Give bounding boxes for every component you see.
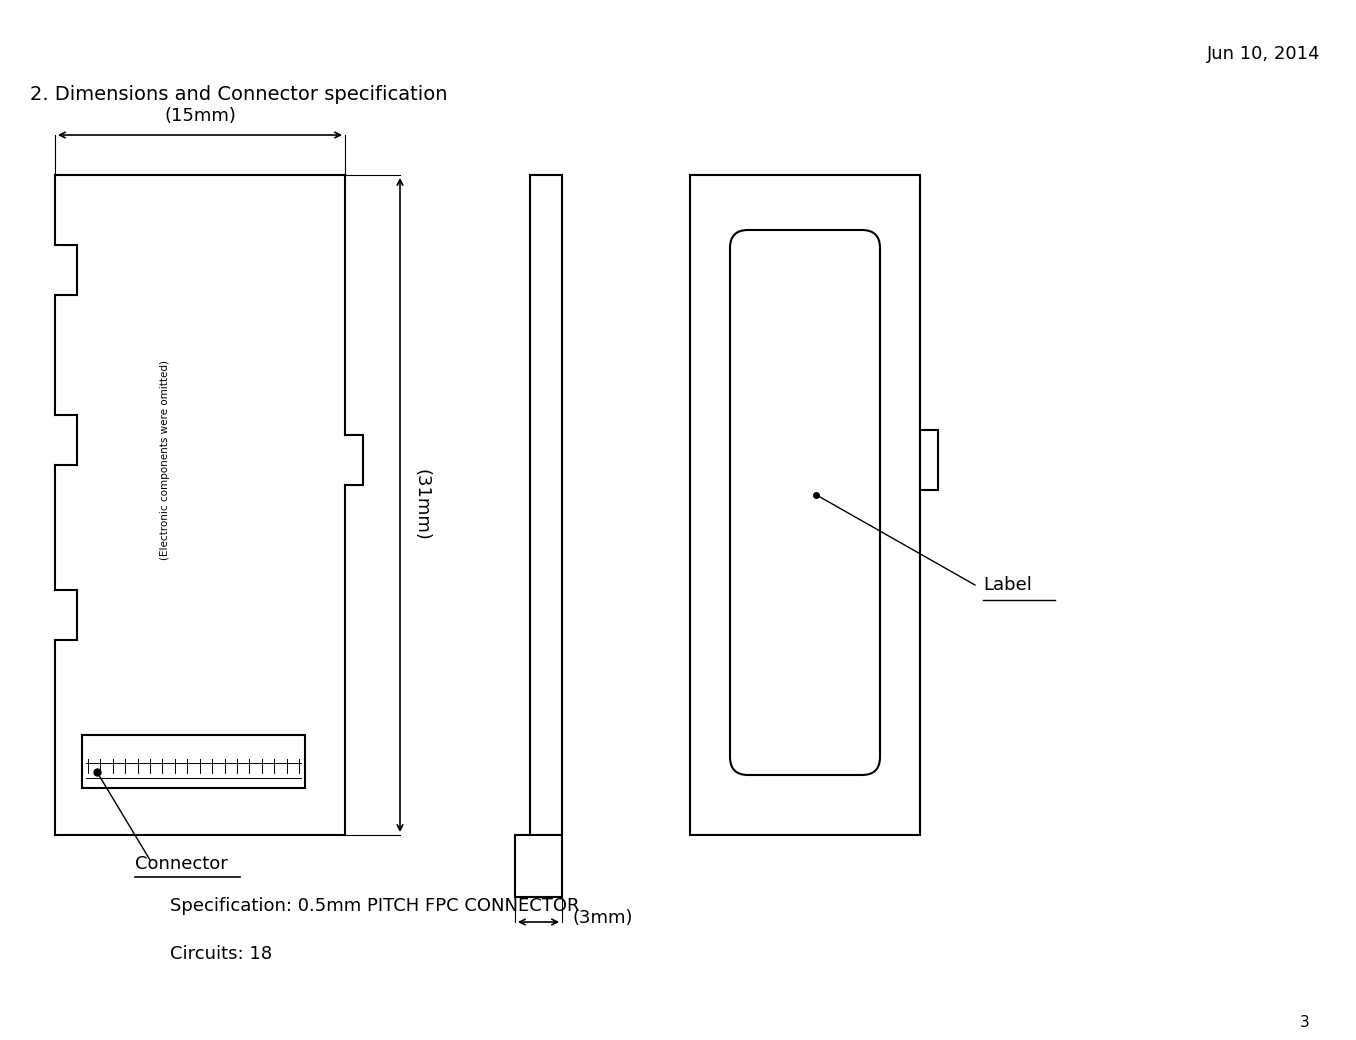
Text: Connector: Connector — [136, 855, 228, 873]
Text: Circuits: 18: Circuits: 18 — [170, 945, 273, 963]
Text: Label: Label — [983, 576, 1032, 594]
Text: Jun 10, 2014: Jun 10, 2014 — [1207, 45, 1319, 63]
Bar — [530, 175, 561, 835]
Text: 3: 3 — [1300, 1015, 1310, 1030]
Text: (Electronic components were omitted): (Electronic components were omitted) — [160, 360, 170, 560]
Text: (31mm): (31mm) — [412, 469, 430, 541]
Text: Specification: 0.5mm PITCH FPC CONNECTOR: Specification: 0.5mm PITCH FPC CONNECTOR — [170, 896, 579, 915]
Bar — [81, 735, 305, 788]
Text: (3mm): (3mm) — [572, 909, 632, 927]
Text: (15mm): (15mm) — [164, 107, 236, 125]
Bar — [690, 175, 919, 835]
Text: 2. Dimensions and Connector specification: 2. Dimensions and Connector specificatio… — [30, 85, 447, 104]
